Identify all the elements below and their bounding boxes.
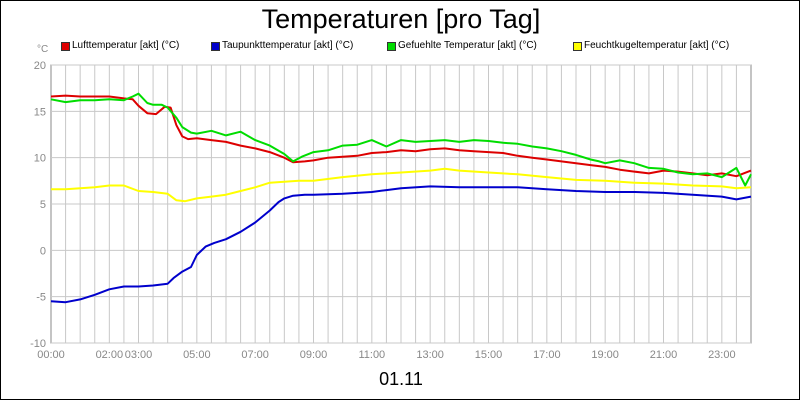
legend-swatch bbox=[61, 42, 70, 51]
y-tick-label: 0 bbox=[40, 245, 46, 257]
x-tick-label: 13:00 bbox=[416, 349, 444, 361]
x-tick-label: 07:00 bbox=[241, 349, 269, 361]
x-tick-label: 09:00 bbox=[300, 349, 328, 361]
x-tick-label: 21:00 bbox=[650, 349, 678, 361]
x-tick-label: 11:00 bbox=[358, 349, 385, 361]
y-axis-unit: °C bbox=[37, 44, 49, 55]
x-tick-label: 19:00 bbox=[591, 349, 619, 361]
x-tick-label: 23:00 bbox=[708, 349, 736, 361]
legend-label: Feuchtkugeltemperatur [akt] (°C) bbox=[584, 40, 730, 51]
legend-label: Taupunkttemperatur [akt] (°C) bbox=[222, 40, 354, 51]
x-tick-label: 00:00 bbox=[37, 349, 65, 361]
date-label: 01.11 bbox=[379, 369, 423, 389]
x-tick-label: 03:00 bbox=[125, 349, 153, 361]
x-tick-label: 02:00 bbox=[96, 349, 124, 361]
series-line-0 bbox=[50, 94, 752, 178]
x-tick-label: 05:00 bbox=[183, 349, 211, 361]
series-line-1 bbox=[50, 185, 752, 304]
series-line-3 bbox=[51, 167, 752, 203]
y-tick-label: -5 bbox=[36, 292, 46, 304]
y-tick-label: 20 bbox=[34, 60, 46, 72]
y-tick-label: 5 bbox=[40, 199, 46, 211]
y-tick-label: 10 bbox=[34, 153, 46, 165]
series-line-2 bbox=[50, 92, 752, 187]
legend-swatch bbox=[211, 42, 220, 51]
legend-label: Gefuehlte Temperatur [akt] (°C) bbox=[398, 40, 537, 51]
x-tick-label: 17:00 bbox=[533, 349, 561, 361]
y-tick-label: -10 bbox=[30, 338, 46, 350]
legend-swatch bbox=[573, 42, 582, 51]
chart-title: Temperaturen [pro Tag] bbox=[261, 4, 541, 34]
y-tick-label: 15 bbox=[34, 106, 46, 118]
legend-label: Lufttemperatur [akt] (°C) bbox=[72, 40, 180, 51]
legend-swatch bbox=[387, 42, 396, 51]
x-tick-label: 15:00 bbox=[475, 349, 503, 361]
